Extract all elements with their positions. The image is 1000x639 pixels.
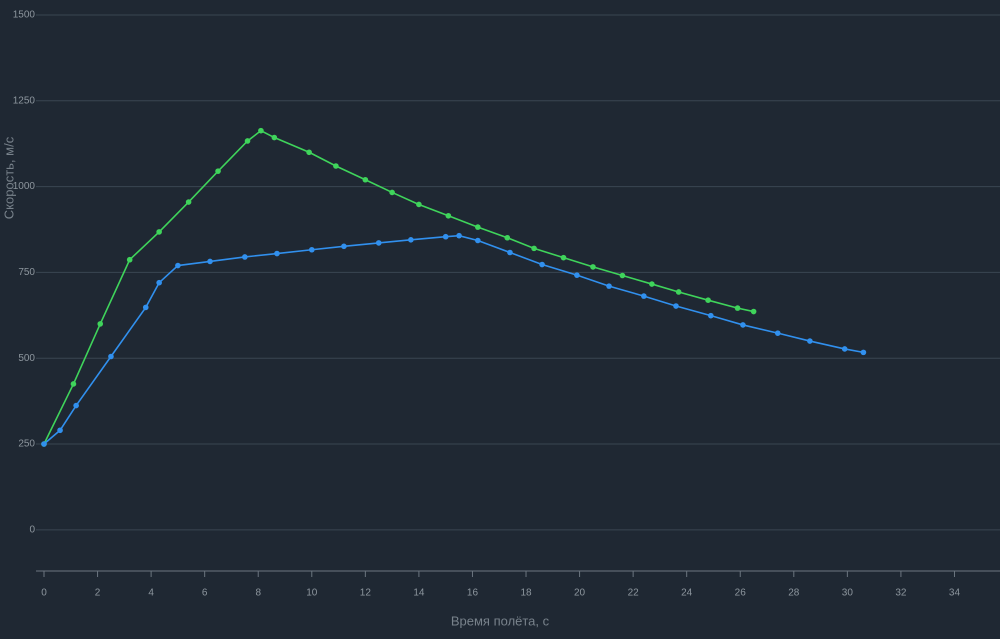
point — [734, 305, 741, 311]
point — [207, 258, 213, 265]
x-tick-label: 4 — [148, 588, 154, 599]
point — [215, 168, 221, 174]
point — [244, 138, 251, 144]
point — [375, 240, 382, 246]
point — [142, 304, 149, 311]
point — [774, 330, 781, 336]
x-tick-label: 26 — [735, 588, 747, 599]
point — [445, 212, 452, 219]
point — [242, 254, 248, 260]
point — [707, 312, 714, 319]
point — [442, 233, 449, 240]
point — [126, 256, 133, 263]
x-axis-title: Время полёта, с — [451, 613, 550, 628]
point — [750, 308, 757, 315]
x-tick-label: 32 — [895, 588, 907, 599]
series-line — [43, 129, 754, 445]
point — [57, 427, 63, 434]
point — [156, 279, 162, 286]
point — [574, 272, 580, 278]
point — [456, 232, 462, 239]
x-tick-label: 24 — [681, 588, 693, 599]
x-tick-label: 28 — [788, 588, 800, 599]
x-tick-label: 0 — [41, 588, 47, 599]
y-tick-label: 750 — [18, 267, 35, 278]
y-tick-label: 250 — [18, 439, 35, 450]
x-tick-label: 6 — [202, 588, 208, 599]
point — [531, 245, 537, 252]
point — [156, 229, 162, 235]
point — [333, 163, 339, 169]
x-tick-label: 22 — [628, 588, 640, 599]
point — [641, 293, 647, 299]
point — [504, 234, 511, 241]
point — [185, 199, 192, 205]
point — [475, 224, 481, 230]
point — [41, 441, 47, 447]
point — [841, 346, 848, 352]
point — [97, 321, 104, 327]
y-axis-title: Скорость, м/с — [1, 136, 16, 219]
y-tick-label: 1000 — [13, 181, 36, 192]
point — [740, 322, 746, 328]
point — [507, 249, 513, 256]
point — [860, 349, 867, 356]
point — [539, 261, 545, 268]
point — [389, 189, 395, 196]
point — [73, 402, 79, 409]
point — [807, 338, 813, 344]
x-tick-label: 14 — [413, 588, 425, 599]
x-tick-label: 8 — [255, 588, 261, 599]
point — [675, 289, 682, 295]
point — [258, 127, 264, 134]
point — [475, 237, 481, 244]
x-tick-label: 12 — [360, 588, 372, 599]
y-tick-label: 1250 — [13, 95, 36, 106]
x-tick-label: 2 — [95, 588, 101, 599]
point — [649, 281, 655, 287]
point — [70, 381, 77, 387]
point — [590, 264, 596, 270]
point — [673, 303, 679, 309]
x-tick-label: 10 — [306, 588, 318, 599]
point — [306, 149, 312, 156]
x-tick-label: 20 — [574, 588, 586, 599]
y-tick-label: 1500 — [13, 10, 36, 21]
point — [560, 254, 567, 261]
x-tick-label: 30 — [842, 588, 854, 599]
series-line — [43, 234, 864, 445]
point — [705, 297, 711, 304]
point — [619, 272, 626, 279]
point — [271, 134, 278, 141]
point — [175, 262, 181, 269]
y-tick-label: 500 — [18, 353, 35, 364]
point — [416, 201, 422, 208]
point — [341, 243, 347, 250]
x-tick-label: 16 — [467, 588, 479, 599]
x-tick-label: 34 — [949, 588, 961, 599]
point — [408, 237, 414, 243]
point — [308, 246, 315, 253]
point — [606, 283, 612, 289]
point — [362, 176, 369, 183]
point — [108, 353, 114, 360]
point — [274, 250, 280, 257]
x-tick-label: 18 — [520, 588, 532, 599]
y-tick-label: 0 — [29, 524, 35, 535]
